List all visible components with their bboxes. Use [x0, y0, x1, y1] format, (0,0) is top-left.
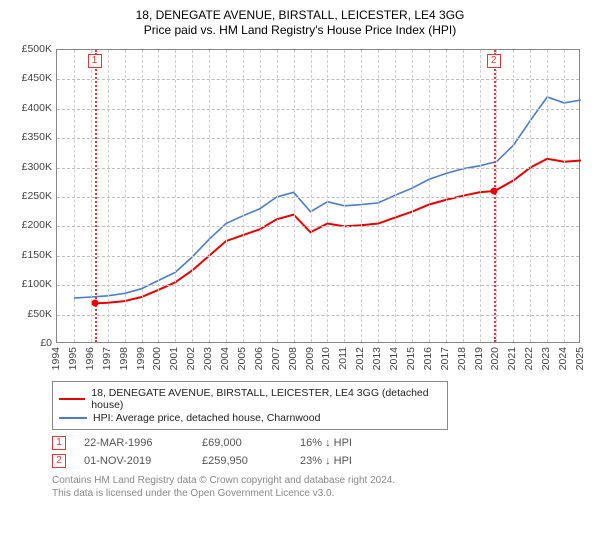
x-axis-label: 2013 — [371, 347, 383, 370]
y-axis-label: £100K — [12, 278, 52, 290]
x-axis-label: 2022 — [523, 347, 535, 370]
y-axis-label: £150K — [12, 249, 52, 261]
marker-badge: 1 — [88, 54, 102, 68]
legend-item: HPI: Average price, detached house, Char… — [59, 412, 441, 424]
x-axis-label: 2004 — [219, 347, 231, 370]
x-axis-label: 2001 — [168, 347, 180, 370]
x-axis-label: 2010 — [320, 347, 332, 370]
x-axis-label: 2002 — [185, 347, 197, 370]
x-axis-label: 2017 — [439, 347, 451, 370]
chart-plot: 12 1994199519961997199819992000200120022… — [12, 43, 588, 373]
x-axis-label: 2014 — [388, 347, 400, 370]
x-axis-label: 2008 — [287, 347, 299, 370]
data-point-row: 1 22-MAR-1996 £69,000 16% ↓ HPI — [52, 436, 588, 450]
footer-line: This data is licensed under the Open Gov… — [52, 487, 588, 500]
marker-badge: 2 — [487, 54, 501, 68]
x-axis-label: 1998 — [118, 347, 130, 370]
y-axis-label: £50K — [12, 308, 52, 320]
series-line — [94, 159, 581, 304]
y-axis-label: £250K — [12, 190, 52, 202]
x-axis-label: 2005 — [236, 347, 248, 370]
y-axis-label: £200K — [12, 219, 52, 231]
y-axis-label: £300K — [12, 161, 52, 173]
data-point-row: 2 01-NOV-2019 £259,950 23% ↓ HPI — [52, 454, 588, 468]
marker-date: 22-MAR-1996 — [84, 437, 184, 449]
x-axis-label: 2021 — [506, 347, 518, 370]
x-axis-label: 2015 — [405, 347, 417, 370]
y-axis-label: £400K — [12, 102, 52, 114]
x-axis-label: 2006 — [253, 347, 265, 370]
footer-attribution: Contains HM Land Registry data © Crown c… — [52, 474, 588, 500]
x-axis-label: 1997 — [101, 347, 113, 370]
marker-badge: 2 — [52, 454, 66, 468]
plot-area: 12 — [56, 49, 580, 343]
x-axis-label: 1994 — [50, 347, 62, 370]
x-axis-label: 1999 — [135, 347, 147, 370]
x-axis-label: 2009 — [304, 347, 316, 370]
marker-badge: 1 — [52, 436, 66, 450]
x-axis-label: 2018 — [456, 347, 468, 370]
x-axis-label: 2024 — [557, 347, 569, 370]
legend-label: HPI: Average price, detached house, Char… — [93, 412, 320, 424]
x-axis-label: 2003 — [202, 347, 214, 370]
y-axis-label: £500K — [12, 43, 52, 55]
legend-swatch — [59, 417, 87, 419]
y-axis-label: £450K — [12, 72, 52, 84]
data-point — [490, 188, 497, 195]
x-axis-label: 2016 — [422, 347, 434, 370]
chart-subtitle: Price paid vs. HM Land Registry's House … — [12, 23, 588, 37]
x-axis-label: 2020 — [489, 347, 501, 370]
chart-title: 18, DENEGATE AVENUE, BIRSTALL, LEICESTER… — [12, 8, 588, 22]
data-points-list: 1 22-MAR-1996 £69,000 16% ↓ HPI 2 01-NOV… — [52, 436, 588, 468]
marker-diff: 16% ↓ HPI — [300, 437, 352, 449]
x-axis-label: 2007 — [270, 347, 282, 370]
x-axis-label: 2025 — [574, 347, 586, 370]
marker-price: £259,950 — [202, 455, 282, 467]
y-axis-label: £0 — [12, 337, 52, 349]
x-axis-label: 2012 — [354, 347, 366, 370]
marker-date: 01-NOV-2019 — [84, 455, 184, 467]
x-axis-label: 1995 — [67, 347, 79, 370]
legend-item: 18, DENEGATE AVENUE, BIRSTALL, LEICESTER… — [59, 387, 441, 411]
footer-line: Contains HM Land Registry data © Crown c… — [52, 474, 588, 487]
legend-label: 18, DENEGATE AVENUE, BIRSTALL, LEICESTER… — [91, 387, 441, 411]
x-axis-label: 1996 — [84, 347, 96, 370]
y-axis-label: £350K — [12, 131, 52, 143]
marker-diff: 23% ↓ HPI — [300, 455, 352, 467]
x-axis-label: 2000 — [151, 347, 163, 370]
data-point — [91, 300, 98, 307]
legend: 18, DENEGATE AVENUE, BIRSTALL, LEICESTER… — [52, 381, 448, 430]
x-axis-label: 2011 — [337, 347, 349, 370]
x-axis-label: 2019 — [473, 347, 485, 370]
x-axis-label: 2023 — [540, 347, 552, 370]
marker-price: £69,000 — [202, 437, 282, 449]
legend-swatch — [59, 398, 85, 400]
x-axis-labels: 1994199519961997199819992000200120022003… — [56, 345, 580, 373]
